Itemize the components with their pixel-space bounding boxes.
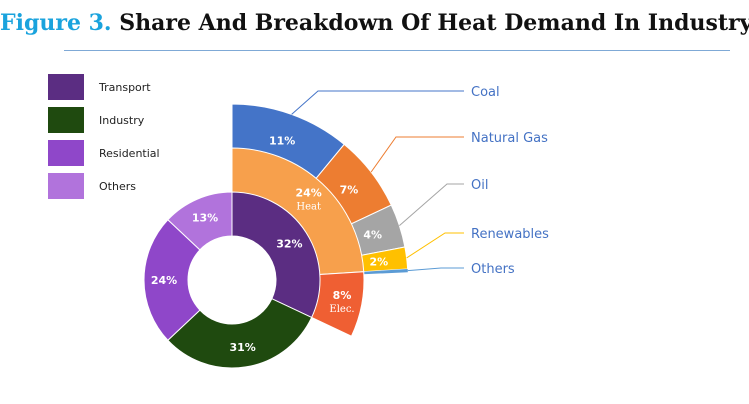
figure-number: Figure 3. bbox=[0, 10, 112, 36]
mid-name-heat: Heat bbox=[296, 201, 321, 212]
donut-slice-transport bbox=[231, 191, 321, 319]
legend-swatch-transport bbox=[48, 74, 84, 100]
outer-label-coal: 11% bbox=[269, 135, 295, 148]
callout-line-natural-gas bbox=[370, 136, 464, 173]
donut-label-others: 13% bbox=[192, 212, 218, 225]
donut-label-transport: 32% bbox=[276, 238, 302, 251]
callout-line-others bbox=[407, 267, 464, 272]
donut-slice-industry bbox=[167, 298, 313, 369]
legend-label-others: Others bbox=[99, 180, 136, 193]
figure-title-text: Share And Breakdown Of Heat Demand In In… bbox=[119, 10, 749, 36]
title-underline bbox=[64, 50, 730, 51]
callout-line-renewables bbox=[406, 232, 464, 259]
donut-label-industry: 31% bbox=[229, 341, 255, 354]
legend-swatch-others bbox=[48, 173, 84, 199]
callout-line-oil bbox=[399, 183, 464, 226]
callout-line-coal bbox=[291, 90, 464, 115]
callout-text-oil: Oil bbox=[471, 178, 488, 193]
outer-label-natural-gas: 7% bbox=[340, 183, 359, 196]
callout-text-natural-gas: Natural Gas bbox=[471, 131, 548, 146]
legend-label-residential: Residential bbox=[99, 147, 160, 160]
outer-slice-others bbox=[351, 268, 408, 275]
legend-label-industry: Industry bbox=[99, 114, 145, 127]
mid-value-elec: 8% bbox=[333, 289, 352, 302]
callout-text-coal: Coal bbox=[471, 85, 500, 100]
donut-label-residential: 24% bbox=[151, 274, 177, 287]
callout-text-renewables: Renewables bbox=[471, 227, 549, 242]
legend-label-transport: Transport bbox=[98, 81, 151, 94]
legend-swatch-industry bbox=[48, 107, 84, 133]
donut-slice-others bbox=[167, 191, 233, 251]
mid-value-heat: 24% bbox=[295, 186, 321, 199]
figure-title: Figure 3. Share And Breakdown Of Heat De… bbox=[0, 10, 749, 36]
legend-swatch-residential bbox=[48, 140, 84, 166]
mid-name-elec: Elec. bbox=[329, 304, 354, 315]
outer-label-oil: 4% bbox=[363, 228, 382, 241]
outer-label-renewables: 2% bbox=[369, 255, 388, 268]
callout-text-others: Others bbox=[471, 262, 515, 277]
